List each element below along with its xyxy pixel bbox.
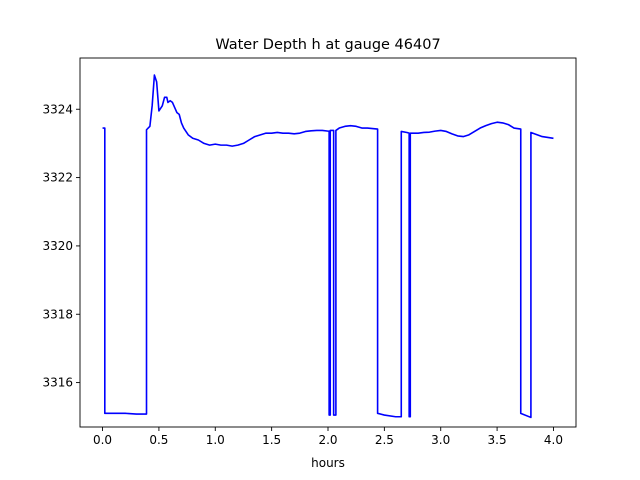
x-tick-label: 2.0 bbox=[318, 433, 337, 447]
x-axis-title: hours bbox=[311, 456, 345, 470]
y-tick-label: 3318 bbox=[42, 307, 73, 321]
y-tick-label: 3316 bbox=[42, 376, 73, 390]
x-tick-label: 3.5 bbox=[488, 433, 507, 447]
y-axis: 3316 3318 3320 3322 3324 bbox=[42, 102, 80, 390]
x-tick-label: 2.5 bbox=[375, 433, 394, 447]
chart-title: Water Depth h at gauge 46407 bbox=[215, 37, 440, 53]
y-tick-label: 3322 bbox=[42, 171, 73, 185]
x-tick-label: 1.0 bbox=[206, 433, 225, 447]
x-tick-label: 3.0 bbox=[431, 433, 450, 447]
x-tick-label: 1.5 bbox=[262, 433, 281, 447]
x-tick-label: 4.0 bbox=[544, 433, 563, 447]
y-tick-label: 3324 bbox=[42, 102, 73, 116]
x-tick-label: 0.0 bbox=[93, 433, 112, 447]
x-tick-label: 0.5 bbox=[149, 433, 168, 447]
y-tick-label: 3320 bbox=[42, 239, 73, 253]
series-line-0 bbox=[102, 74, 554, 419]
x-axis: 0.0 0.5 1.0 1.5 2.0 2.5 3.0 3.5 4.0 bbox=[93, 427, 563, 447]
plot-series-group bbox=[102, 74, 554, 419]
